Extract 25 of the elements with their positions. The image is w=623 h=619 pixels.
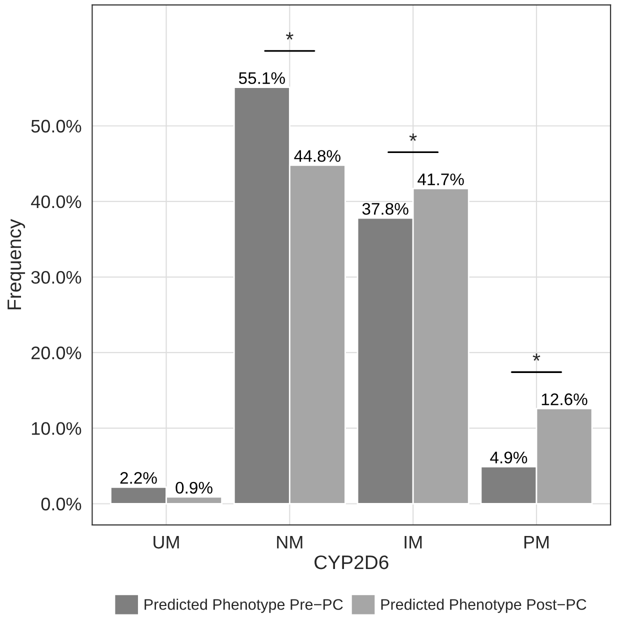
- data-label: 2.2%: [120, 472, 157, 484]
- x-tick-label: IM: [404, 536, 422, 548]
- y-tick-label: 30.0%: [31, 270, 82, 284]
- annotation: *: [532, 353, 540, 361]
- y-tick-label: 50.0%: [31, 120, 82, 133]
- x-tick-label: UM: [154, 536, 179, 549]
- legend-label: Predicted Phenotype Pre−PC: [144, 598, 343, 613]
- y-tick-label: 0.0%: [41, 498, 82, 510]
- y-tick-label: 40.0%: [31, 195, 82, 208]
- y-tick-label: 20.0%: [32, 346, 82, 360]
- y-tick-label: 10.0%: [32, 422, 82, 435]
- data-label: 12.6%: [542, 393, 588, 406]
- data-label: 41.7%: [418, 174, 464, 186]
- x-tick-label: NM: [277, 536, 302, 548]
- data-label: 55.1%: [238, 72, 285, 84]
- legend-label: Predicted Phenotype Post−PC: [381, 598, 586, 613]
- y-axis-title: Frequency: [8, 219, 26, 310]
- data-label: 4.9%: [490, 452, 528, 464]
- data-label: 44.8%: [294, 150, 340, 162]
- x-tick-label: PM: [524, 536, 549, 548]
- x-axis-title: CYP2D6: [314, 555, 388, 570]
- data-label: 37.8%: [362, 202, 408, 215]
- annotation: *: [409, 134, 417, 141]
- data-label: 0.9%: [176, 482, 212, 494]
- annotation: *: [286, 32, 294, 40]
